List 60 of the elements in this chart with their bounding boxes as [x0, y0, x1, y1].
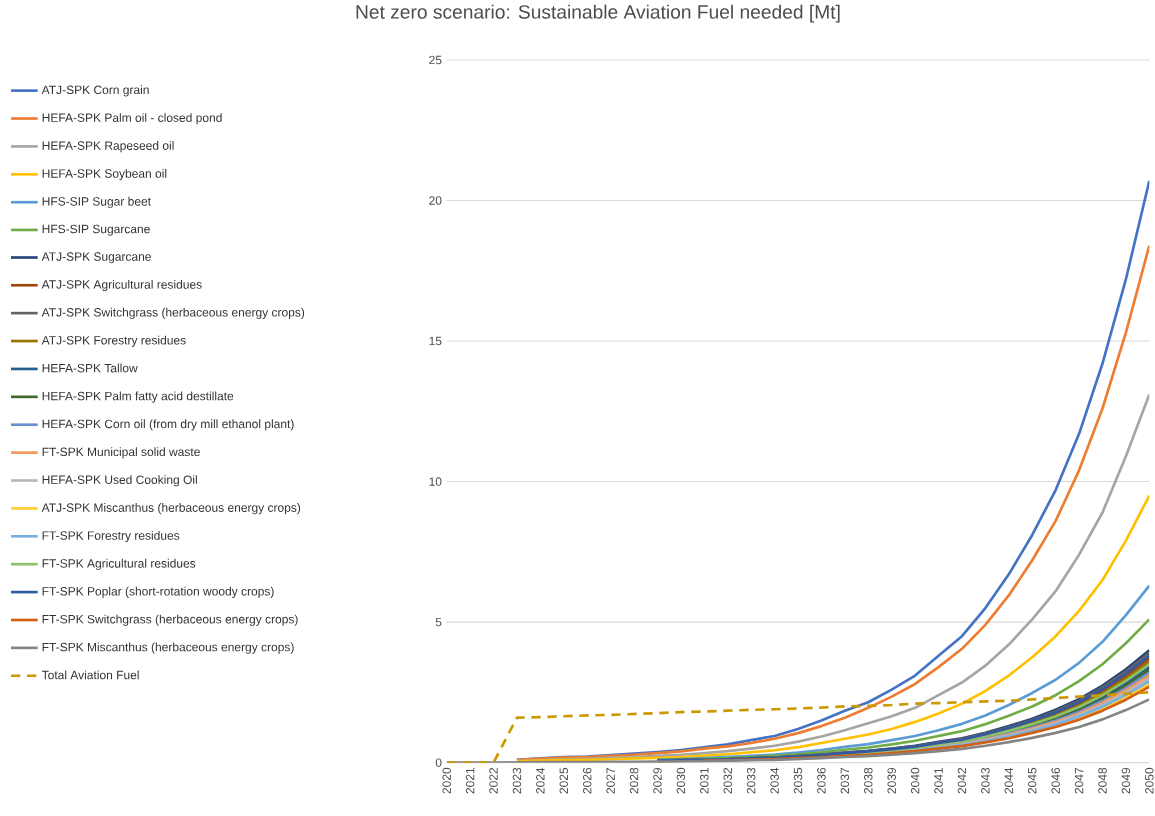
y-tick-label: 25 [429, 55, 442, 65]
y-tick-label: 20 [429, 196, 442, 205]
x-tick-label: 2025 [559, 767, 569, 794]
x-tick-label: 2042 [957, 767, 967, 794]
x-tick-label: 2021 [465, 767, 475, 794]
legend-label: Total Aviation Fuel [41, 670, 139, 680]
legend-label: FT-SPK Agricultural residues [42, 558, 196, 571]
x-tick-label: 2043 [981, 767, 990, 794]
x-tick-label: 2039 [887, 767, 896, 794]
x-tick-label: 2031 [700, 767, 709, 794]
x-tick-label: 2032 [723, 767, 732, 794]
legend-label: ATJ-SPK Sugarcane [41, 252, 151, 264]
x-tick-label: 2036 [817, 767, 826, 794]
legend-label: ATJ-SPK Switchgrass (herbaceous energy crops) [41, 307, 305, 319]
legend-label: ATJ-SPK Agricultural residues [41, 279, 202, 292]
x-tick-label: 2045 [1027, 767, 1037, 794]
x-tick-label: 2023 [512, 767, 522, 794]
legend-label: HEFA-SPK Tallow [42, 363, 138, 373]
y-tick-label: 10 [429, 477, 442, 486]
x-tick-label: 2026 [582, 767, 592, 794]
legend-label: FT-SPK Poplar (short-rotation woody crops) [42, 586, 274, 598]
legend-label: HEFA-SPK Palm fatty acid destillate [42, 391, 234, 403]
legend-label: HEFA-SPK Corn oil (from dry mill ethanol plant) [42, 419, 294, 431]
y-tick-label: 15 [429, 336, 442, 346]
x-tick-label: 2047 [1074, 767, 1084, 794]
x-tick-label: 2037 [840, 767, 850, 794]
x-tick-label: 2038 [864, 767, 873, 794]
x-tick-label: 2022 [489, 767, 498, 794]
x-tick-label: 2028 [629, 767, 639, 794]
legend-label: FT-SPK Forestry residues [42, 530, 180, 543]
legend-label: HEFA-SPK Palm oil - closed pond [42, 113, 222, 125]
x-tick-label: 2030 [676, 767, 686, 794]
legend-label: ATJ-SPK Forestry residues [41, 335, 186, 347]
legend-label: HEFA-SPK Soybean oil [42, 168, 167, 181]
x-tick-label: 2029 [653, 767, 662, 794]
legend-label: FT-SPK Switchgrass (herbaceous energy crops) [42, 614, 298, 626]
x-tick-label: 2048 [1098, 767, 1107, 794]
x-tick-label: 2046 [1051, 767, 1060, 794]
legend-label: HFS-SIP Sugarcane [42, 224, 150, 236]
x-tick-label: 2034 [770, 767, 779, 794]
x-tick-label: 2044 [1004, 767, 1014, 794]
legend-label: FT-SPK Municipal solid waste [42, 447, 200, 459]
y-tick-label: 5 [435, 617, 442, 627]
legend-label: ATJ-SPK Corn grain [41, 85, 149, 97]
x-tick-label: 2050 [1145, 767, 1154, 794]
legend-label: FT-SPK Miscanthus (herbaceous energy crops) [42, 642, 294, 654]
chart-title: Net zero scenario: Sustainable Aviation Fuel needed [Mt] [356, 4, 840, 23]
y-tick-label: 0 [435, 758, 442, 767]
x-tick-label: 2033 [746, 767, 756, 794]
x-tick-label: 2049 [1121, 767, 1131, 794]
legend-label: ATJ-SPK Miscanthus (herbaceous energy crops) [41, 503, 301, 515]
legend-label: HFS-SIP Sugar beet [42, 196, 151, 209]
x-tick-label: 2041 [934, 767, 943, 794]
legend-label: HEFA-SPK Used Cooking Oil [42, 475, 197, 487]
x-tick-label: 2020 [442, 767, 451, 794]
x-tick-label: 2024 [536, 767, 545, 794]
x-tick-label: 2035 [793, 767, 803, 794]
legend-label: HEFA-SPK Rapeseed oil [42, 141, 174, 153]
x-tick-label: 2027 [606, 767, 615, 794]
x-tick-label: 2040 [910, 767, 920, 794]
